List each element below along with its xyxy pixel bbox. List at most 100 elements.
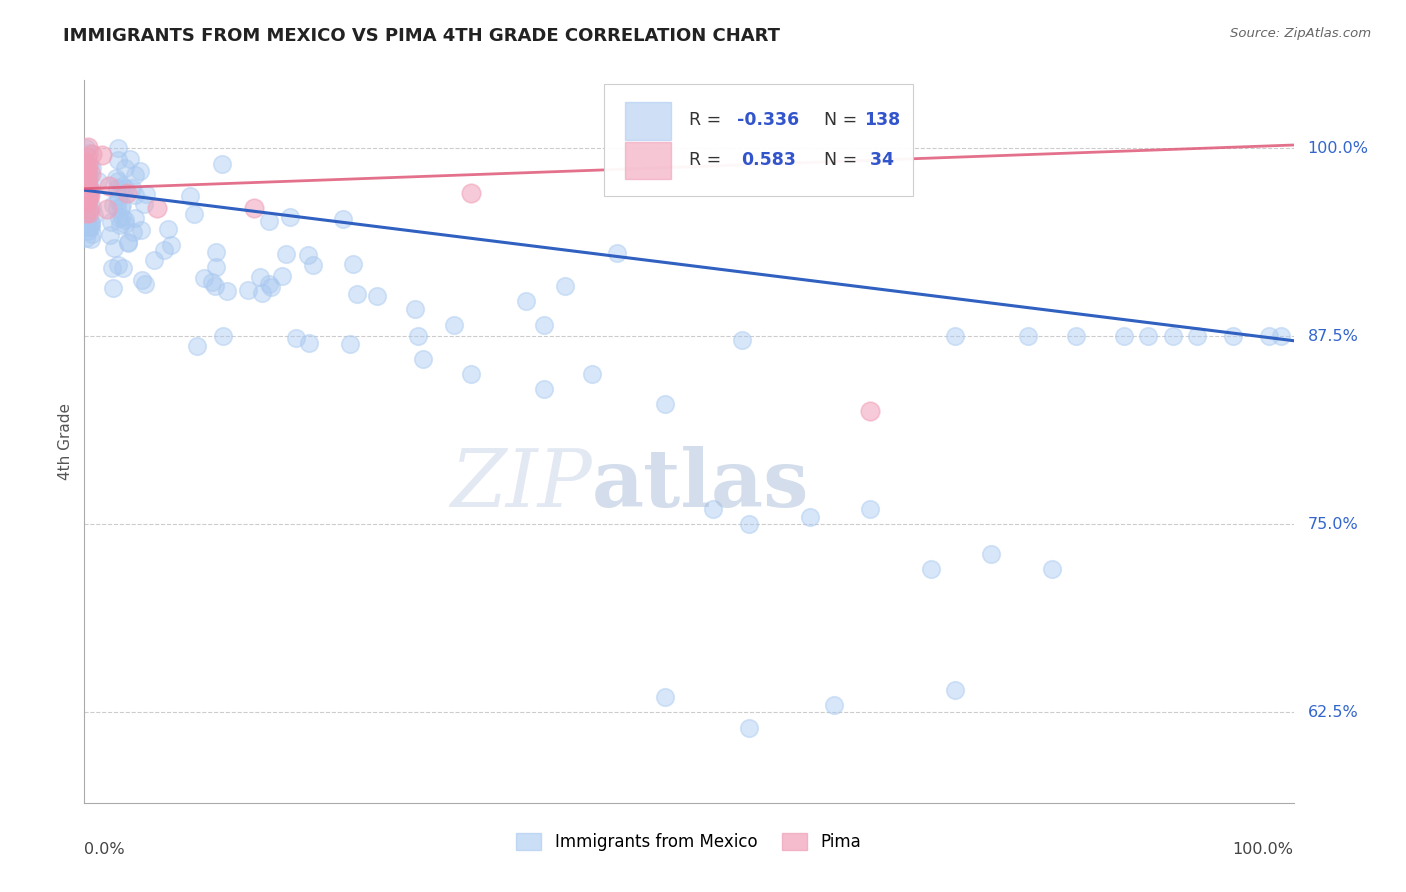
Text: 34: 34	[865, 151, 894, 169]
Text: ZIP: ZIP	[450, 446, 592, 524]
Point	[366, 289, 388, 303]
Point	[75, 189, 97, 203]
Point	[100, 215, 122, 229]
Point	[943, 682, 966, 697]
Point	[80, 219, 103, 234]
Point	[859, 502, 882, 516]
Point	[75, 141, 97, 155]
Point	[183, 207, 205, 221]
Point	[823, 698, 845, 712]
Point	[96, 202, 118, 216]
Point	[859, 404, 882, 418]
Point	[533, 382, 555, 396]
Point	[443, 318, 465, 333]
Point	[73, 196, 96, 211]
Point	[1185, 329, 1208, 343]
Point	[554, 279, 576, 293]
Point	[80, 214, 103, 228]
Point	[75, 183, 97, 197]
Point	[77, 158, 100, 172]
Point	[75, 174, 97, 188]
Point	[76, 197, 98, 211]
Point	[107, 173, 129, 187]
Text: 100.0%: 100.0%	[1308, 141, 1368, 155]
Point	[117, 235, 139, 250]
Point	[212, 329, 235, 343]
Point	[274, 246, 297, 260]
Point	[342, 257, 364, 271]
Point	[77, 191, 100, 205]
Point	[339, 336, 361, 351]
Point	[134, 277, 156, 291]
Point	[271, 268, 294, 283]
Point	[257, 214, 280, 228]
Text: R =: R =	[689, 111, 727, 129]
Point	[1017, 329, 1039, 343]
Point	[76, 185, 98, 199]
Text: 0.583: 0.583	[741, 151, 796, 169]
Point	[129, 223, 152, 237]
Point	[460, 186, 482, 201]
Text: 138: 138	[865, 111, 900, 129]
Point	[114, 217, 136, 231]
Point	[79, 159, 101, 173]
Point	[79, 202, 101, 216]
Point	[107, 141, 129, 155]
Point	[77, 191, 100, 205]
Point	[250, 286, 273, 301]
Point	[77, 170, 100, 185]
Point	[98, 227, 121, 242]
Point	[1040, 562, 1063, 576]
Point	[943, 329, 966, 343]
Point	[280, 210, 302, 224]
Point	[82, 227, 104, 241]
Text: N =: N =	[814, 151, 863, 169]
Point	[80, 161, 103, 175]
Point	[799, 509, 821, 524]
Text: 100.0%: 100.0%	[1233, 842, 1294, 856]
Text: 62.5%: 62.5%	[1308, 705, 1358, 720]
Point	[654, 397, 676, 411]
Point	[86, 174, 108, 188]
Point	[606, 245, 628, 260]
Point	[77, 168, 100, 182]
Point	[179, 189, 201, 203]
Text: 87.5%: 87.5%	[1308, 328, 1358, 343]
Point	[73, 162, 96, 177]
Point	[105, 201, 128, 215]
Point	[76, 184, 98, 198]
Point	[75, 167, 97, 181]
Point	[738, 517, 761, 532]
Point	[76, 214, 98, 228]
Point	[77, 172, 100, 186]
Point	[186, 339, 208, 353]
Point	[146, 201, 169, 215]
Point	[75, 191, 97, 205]
Point	[75, 183, 97, 197]
Point	[112, 261, 135, 276]
Point	[738, 721, 761, 735]
Point	[124, 211, 146, 226]
Point	[76, 173, 98, 187]
Point	[75, 182, 97, 196]
Point	[110, 219, 132, 233]
Text: -0.336: -0.336	[737, 111, 800, 129]
Point	[120, 152, 142, 166]
Point	[702, 502, 724, 516]
Point	[260, 280, 283, 294]
Point	[135, 187, 157, 202]
Y-axis label: 4th Grade: 4th Grade	[58, 403, 73, 480]
Point	[153, 244, 176, 258]
Point	[75, 187, 97, 202]
Point	[1222, 329, 1244, 343]
Point	[332, 212, 354, 227]
Point	[654, 690, 676, 705]
Point	[124, 187, 146, 202]
Point	[76, 219, 98, 233]
Text: IMMIGRANTS FROM MEXICO VS PIMA 4TH GRADE CORRELATION CHART: IMMIGRANTS FROM MEXICO VS PIMA 4TH GRADE…	[63, 27, 780, 45]
Point	[193, 271, 215, 285]
Point	[76, 182, 98, 196]
Point	[77, 193, 100, 207]
Point	[77, 179, 100, 194]
Point	[75, 165, 97, 179]
